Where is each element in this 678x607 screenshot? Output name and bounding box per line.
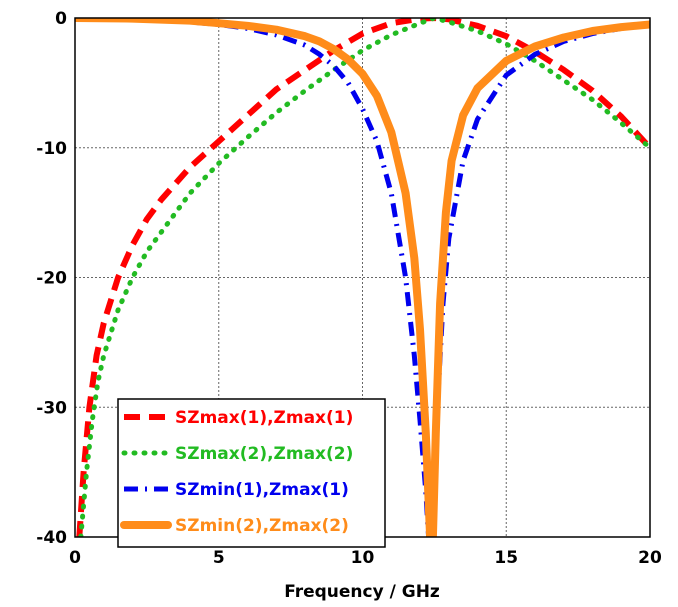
y-tick-label: -10 (36, 139, 67, 159)
y-tick-labels: 0 -10 -20 -30 -40 (36, 9, 67, 548)
series-group (75, 18, 650, 537)
x-tick-label: 5 (213, 548, 225, 568)
x-tick-label: 10 (351, 548, 375, 568)
series-line-1 (76, 18, 650, 537)
y-tick-label: -20 (36, 269, 67, 289)
x-tick-label: 20 (638, 548, 662, 568)
x-tick-label: 15 (494, 548, 518, 568)
x-axis-title: Frequency / GHz (284, 582, 440, 602)
series-line-4 (75, 18, 650, 537)
legend-label: SZmax(1),Zmax(1) (175, 408, 353, 428)
legend-label: SZmin(2),Zmax(2) (175, 516, 349, 536)
x-tick-labels: 0 5 10 15 20 (69, 548, 662, 568)
legend: SZmax(1),Zmax(1) SZmax(2),Zmax(2) SZmin(1)… (117, 398, 386, 548)
series-line-3 (75, 18, 650, 537)
y-tick-label: -30 (36, 398, 67, 418)
legend-label: SZmin(1),Zmax(1) (175, 480, 349, 500)
y-tick-label: 0 (55, 9, 67, 29)
x-tick-label: 0 (69, 548, 81, 568)
legend-label: SZmax(2),Zmax(2) (175, 444, 353, 464)
y-tick-label: -40 (36, 528, 67, 548)
